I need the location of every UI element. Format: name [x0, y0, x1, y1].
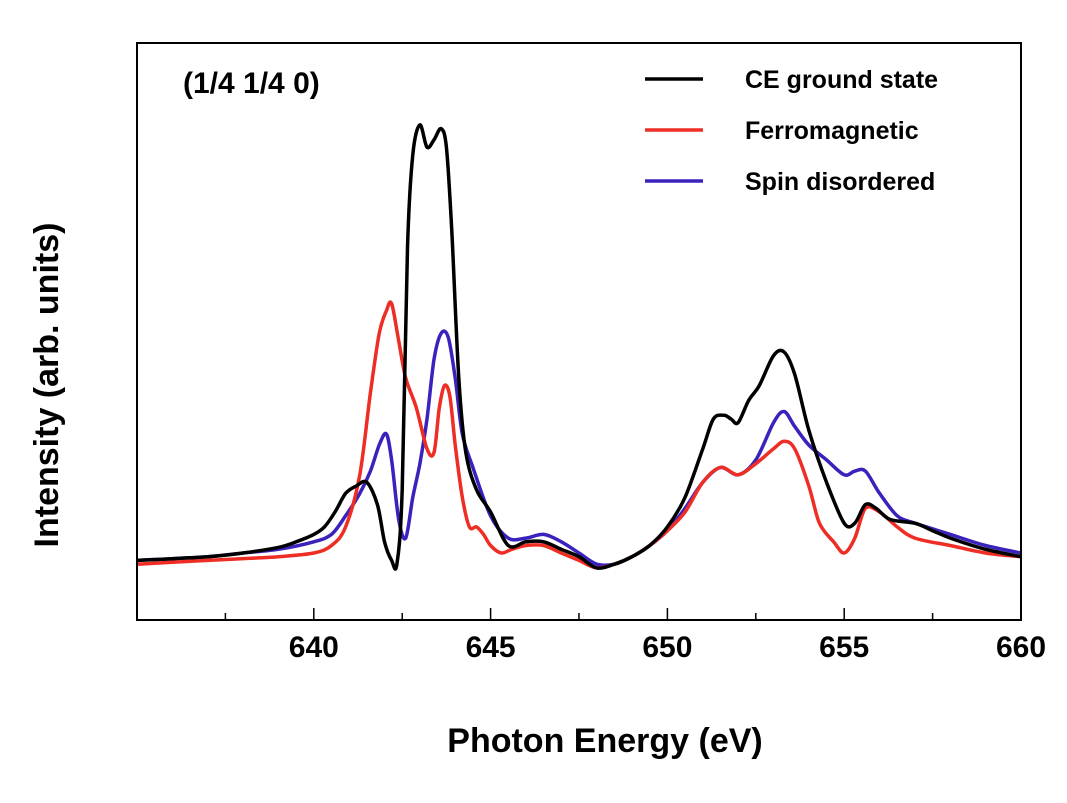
annotation: (1/4 1/4 0) — [183, 67, 320, 100]
y-axis-label: Intensity (arb. units) — [28, 223, 66, 548]
x-tick-label: 660 — [996, 631, 1046, 664]
x-tick-label: 645 — [466, 631, 516, 664]
series-line-ferromagnetic — [137, 300, 1021, 570]
legend-label: CE ground state — [745, 66, 938, 94]
legend-label: Ferromagnetic — [745, 117, 919, 145]
series-layer — [137, 123, 1021, 571]
x-tick-label: 640 — [289, 631, 339, 664]
x-axis: 640 645 650 655 660 — [136, 608, 1046, 664]
x-tick-label: 655 — [819, 631, 869, 664]
series-line-spin-disordered — [137, 329, 1021, 568]
x-axis-label: Photon Energy (eV) — [447, 722, 762, 760]
legend-label: Spin disordered — [745, 168, 935, 196]
x-tick-label: 650 — [642, 631, 692, 664]
series-line-ce-ground-state — [137, 123, 1021, 571]
legend: CE ground state Ferromagnetic Spin disorde… — [645, 66, 938, 196]
